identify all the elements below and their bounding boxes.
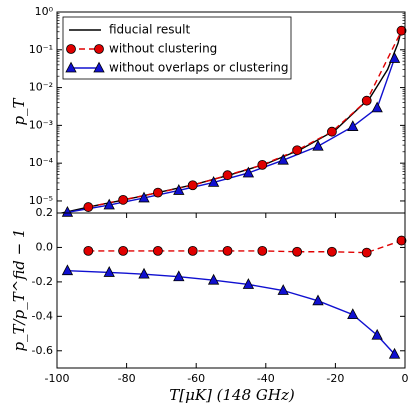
x-tick-label: -60 bbox=[187, 372, 205, 385]
marker bbox=[361, 247, 372, 258]
marker bbox=[396, 25, 407, 36]
marker bbox=[103, 198, 115, 210]
marker bbox=[292, 145, 303, 156]
x-axis-label: T[μK] (148 GHz) bbox=[169, 386, 295, 404]
marker bbox=[153, 245, 163, 256]
marker bbox=[347, 308, 359, 320]
marker bbox=[103, 266, 115, 277]
y-tick-label: 0.2 bbox=[36, 206, 54, 219]
marker bbox=[61, 205, 74, 217]
marker bbox=[312, 294, 324, 306]
marker bbox=[173, 270, 185, 282]
marker bbox=[361, 95, 372, 106]
y-axis-label: p_T/p_T^fid − 1 bbox=[10, 228, 28, 351]
legend-marker bbox=[93, 61, 105, 73]
marker bbox=[312, 139, 324, 151]
marker bbox=[257, 245, 268, 256]
x-tick-label: -20 bbox=[326, 372, 344, 385]
legend-marker bbox=[66, 44, 76, 54]
marker bbox=[277, 153, 289, 165]
series-line bbox=[67, 269, 396, 355]
marker bbox=[187, 245, 198, 256]
marker bbox=[371, 328, 383, 340]
y-tick-label: -0.2 bbox=[32, 275, 53, 288]
marker bbox=[207, 273, 220, 285]
y-tick-label: 10⁰ bbox=[35, 5, 54, 18]
marker bbox=[118, 194, 129, 205]
y-tick-label: 10⁻⁵ bbox=[29, 194, 53, 207]
marker bbox=[371, 101, 383, 113]
marker bbox=[242, 278, 255, 289]
x-tick-label: -100 bbox=[45, 372, 70, 385]
marker bbox=[388, 52, 401, 63]
marker bbox=[292, 246, 303, 257]
marker bbox=[83, 245, 94, 256]
marker bbox=[277, 284, 289, 295]
y-tick-label: 10⁻⁴ bbox=[29, 156, 54, 169]
y-tick-label: 10⁻¹ bbox=[29, 43, 53, 56]
marker bbox=[61, 264, 74, 276]
legend-marker bbox=[65, 61, 77, 73]
legend-label: without clustering bbox=[109, 42, 217, 56]
x-tick-label: -80 bbox=[118, 372, 136, 385]
marker bbox=[257, 159, 268, 170]
marker bbox=[118, 245, 129, 256]
marker bbox=[388, 347, 401, 359]
legend-label: fiducial result bbox=[109, 23, 190, 37]
marker bbox=[138, 267, 150, 279]
marker bbox=[207, 176, 220, 187]
y-tick-label: 10⁻² bbox=[29, 81, 53, 94]
y-tick-label: 0.0 bbox=[36, 240, 54, 253]
marker bbox=[187, 180, 198, 191]
y-axis-label: p_T bbox=[10, 97, 28, 125]
legend-label: without overlaps or clustering bbox=[109, 61, 289, 75]
marker bbox=[222, 245, 233, 256]
marker bbox=[83, 202, 94, 212]
marker bbox=[242, 166, 255, 178]
marker bbox=[222, 170, 233, 181]
marker bbox=[327, 126, 337, 137]
plot-area bbox=[67, 239, 402, 355]
x-tick-label: 0 bbox=[402, 372, 409, 385]
marker bbox=[347, 120, 359, 131]
axes-frame bbox=[56, 212, 406, 369]
marker bbox=[153, 187, 163, 198]
marker bbox=[173, 184, 185, 195]
series-line bbox=[67, 58, 396, 213]
series-line bbox=[88, 239, 402, 254]
legend-marker bbox=[94, 44, 104, 54]
series-line bbox=[88, 30, 403, 208]
marker bbox=[396, 235, 407, 246]
marker bbox=[138, 191, 150, 203]
y-tick-label: -0.4 bbox=[32, 309, 53, 322]
y-tick-label: -0.6 bbox=[32, 344, 53, 357]
y-tick-label: 10⁻³ bbox=[29, 118, 53, 131]
x-tick-label: -40 bbox=[257, 372, 275, 385]
marker bbox=[327, 246, 337, 257]
